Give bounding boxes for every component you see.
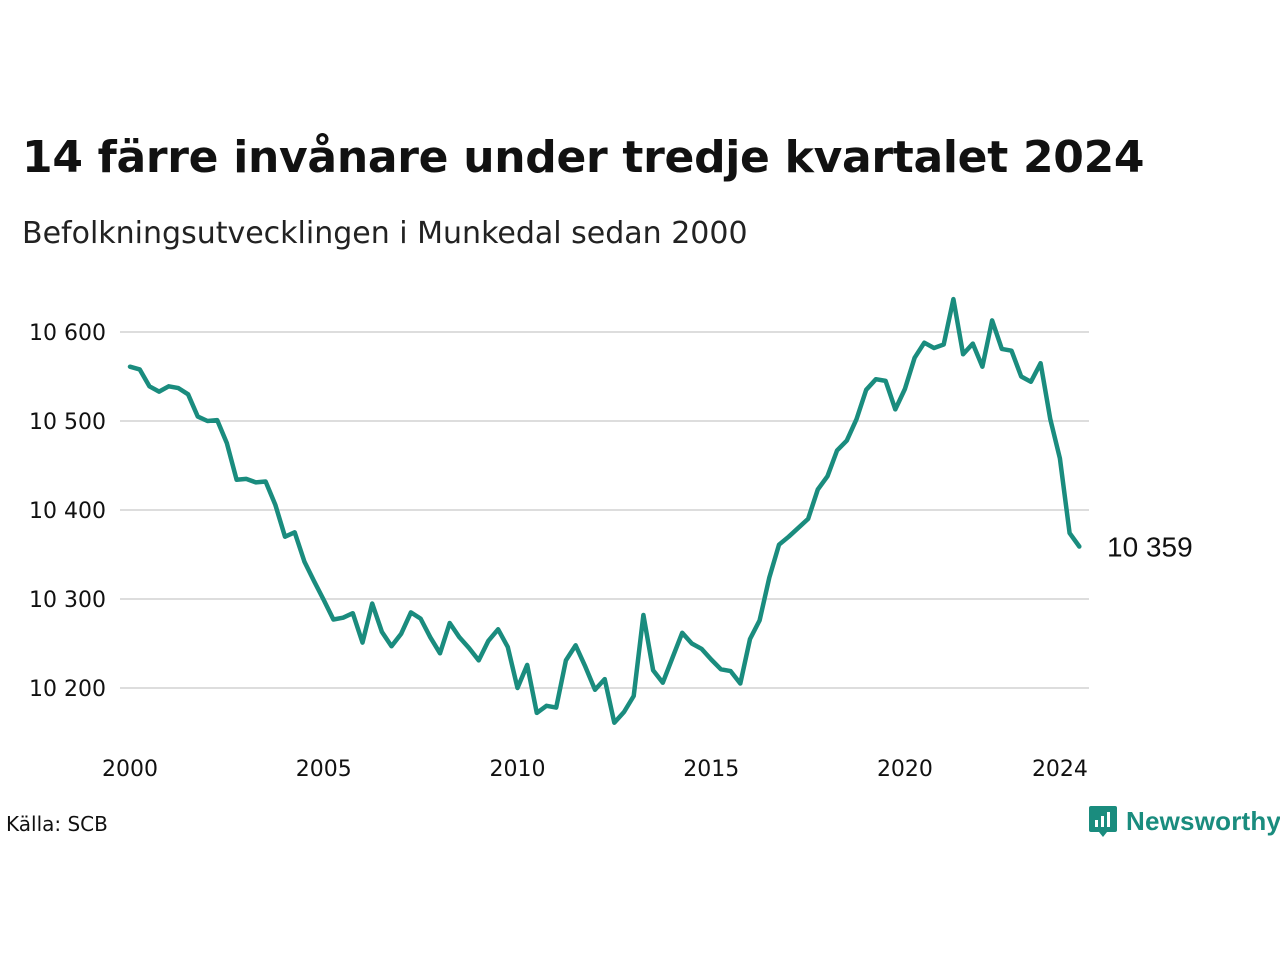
grid-lines [120,331,1089,689]
brand-logo: Newsworthy [1088,804,1280,838]
chart-title: 14 färre invånare under tredje kvartalet… [22,132,1145,183]
y-tick-label: 10 600 [29,321,106,346]
x-tick-label: 2020 [877,757,933,782]
y-tick-label: 10 500 [29,410,106,435]
x-axis: 2000 2005 2010 2015 2020 2024 [102,757,1088,782]
x-tick-label: 2000 [102,757,158,782]
newsworthy-icon [1089,806,1117,837]
y-tick-label: 10 200 [29,677,106,702]
series-line [127,296,1082,725]
y-tick-label: 10 300 [29,588,106,613]
y-axis: 10 200 10 300 10 400 10 500 10 600 [29,321,106,702]
source-note: Källa: SCB [6,812,108,836]
x-tick-label: 2005 [296,757,352,782]
x-tick-label: 2024 [1032,757,1088,782]
brand-name: Newsworthy [1126,805,1280,836]
end-value-label: 10 359 [1107,531,1193,562]
chart-subtitle: Befolkningsutvecklingen i Munkedal sedan… [22,216,748,251]
y-tick-label: 10 400 [29,499,106,524]
x-tick-label: 2010 [489,757,545,782]
x-tick-label: 2015 [683,757,739,782]
